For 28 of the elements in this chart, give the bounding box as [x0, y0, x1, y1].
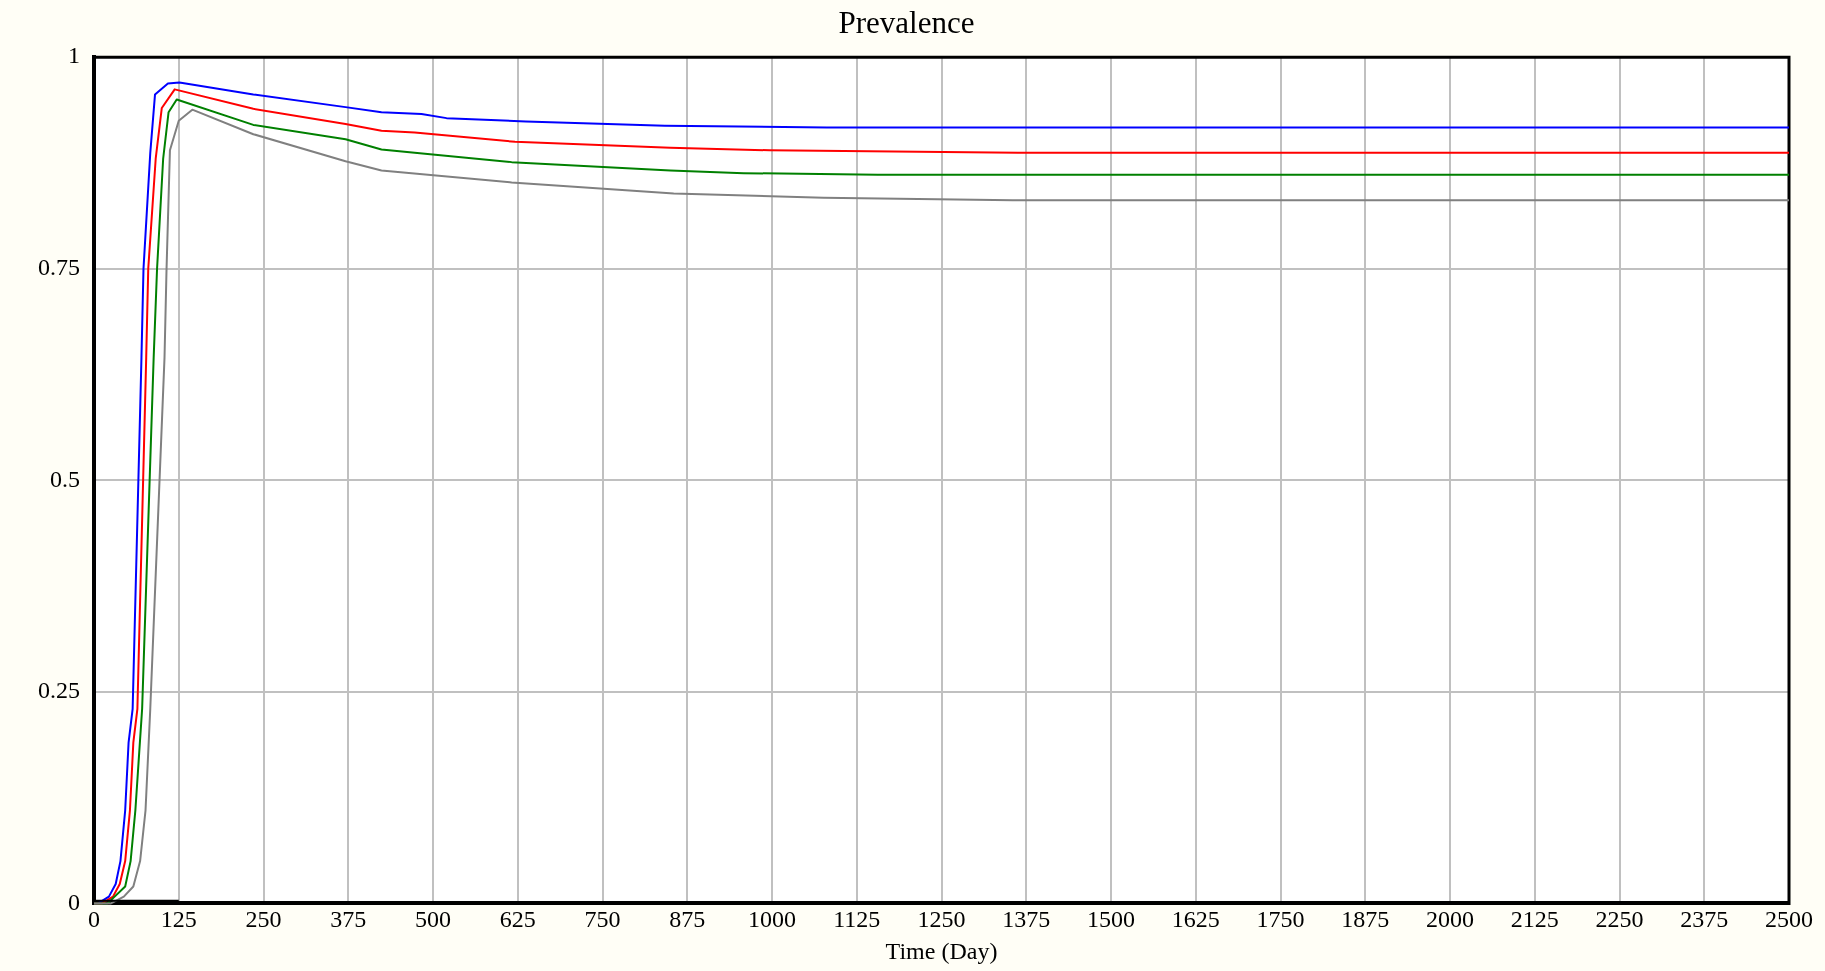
x-tick-label: 1375 [1002, 906, 1051, 933]
y-tick-label: 1 [68, 42, 80, 69]
x-tick-label: 1750 [1256, 906, 1305, 933]
x-tick-label: 2000 [1426, 906, 1474, 933]
x-tick-label: 1875 [1341, 906, 1390, 933]
x-tick-label: 0 [88, 906, 100, 933]
y-tick-label: 0.5 [50, 465, 80, 492]
x-tick-label: 2500 [1765, 906, 1813, 933]
x-tick-label: 1000 [748, 906, 796, 933]
x-tick-label: 125 [160, 906, 197, 933]
x-tick-label: 875 [669, 906, 706, 933]
x-tick-label: 2375 [1680, 906, 1729, 933]
x-tick-label: 750 [584, 906, 621, 933]
x-tick-label: 1250 [917, 906, 966, 933]
x-axis-title: Time (Day) [885, 937, 998, 964]
y-tick-label: 0 [68, 888, 80, 915]
y-tick-label: 0.75 [38, 254, 80, 281]
x-tick-label: 2125 [1510, 906, 1559, 933]
x-tick-label: 1500 [1087, 906, 1135, 933]
x-tick-label: 2250 [1595, 906, 1644, 933]
x-tick-label: 375 [330, 906, 367, 933]
x-tick-label: 1625 [1171, 906, 1220, 933]
chart-title: Prevalence [838, 4, 975, 40]
x-tick-label: 1125 [833, 906, 881, 933]
y-tick-label: 0.25 [38, 677, 80, 704]
x-tick-label: 625 [499, 906, 536, 933]
x-tick-label: 500 [415, 906, 451, 933]
x-tick-label: 250 [245, 906, 282, 933]
